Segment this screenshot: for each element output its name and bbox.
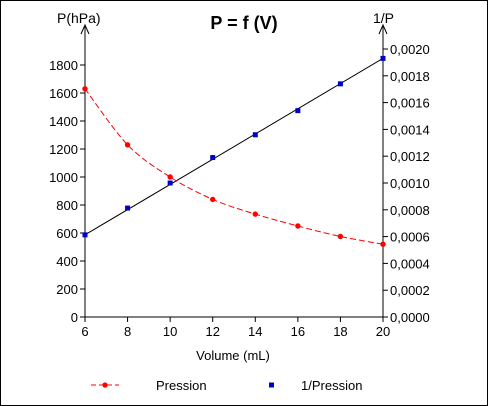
x-tick-label: 20 xyxy=(376,324,390,339)
pression-point xyxy=(337,233,344,240)
pression-point xyxy=(210,196,216,203)
x-tick-label: 10 xyxy=(163,324,177,339)
inverse-pression-point xyxy=(337,81,343,87)
axes-layer xyxy=(80,23,388,318)
y-right-tick-label: 0,0004 xyxy=(390,256,430,271)
y-right-tick-label: 0,0014 xyxy=(390,122,430,137)
pression-curve xyxy=(84,88,384,245)
inverse-pression-fit-line xyxy=(84,57,384,236)
y-left-tick-label: 0 xyxy=(71,310,78,325)
y-right-axis-label: 1/P xyxy=(373,10,394,26)
y-left-axis-arrow xyxy=(80,23,90,35)
x-tick-label: 6 xyxy=(81,324,88,339)
y-right-tick-label: 0,0010 xyxy=(390,176,430,191)
y-left-tick-label: 1200 xyxy=(49,142,78,157)
legend: Pression 1/Pression xyxy=(91,378,362,393)
y-right-tick-label: 0,0000 xyxy=(390,310,430,325)
y-right-tick-label: 0,0016 xyxy=(390,96,430,111)
y-left-tick-label: 1000 xyxy=(49,170,78,185)
inverse-pression-point xyxy=(252,132,258,138)
legend-pression-marker xyxy=(102,382,108,388)
inverse-pression-point xyxy=(82,232,88,238)
series-layer xyxy=(82,55,386,247)
y-left-tick-label: 1800 xyxy=(49,58,78,73)
y-left-axis-label: P(hPa) xyxy=(57,10,101,26)
y-right-tick-label: 0,0008 xyxy=(390,203,430,218)
y-right-tick-label: 0,0012 xyxy=(390,149,430,164)
y-left-tick-label: 1600 xyxy=(49,86,78,101)
legend-inverse-pression-marker xyxy=(269,382,274,388)
y-left-tick-label: 800 xyxy=(56,198,78,213)
y-left-tick-label: 200 xyxy=(56,282,78,297)
inverse-pression-point xyxy=(125,205,131,211)
y-right-tick-label: 0,0018 xyxy=(390,69,430,84)
pression-point xyxy=(167,174,173,180)
inverse-pression-point xyxy=(295,108,301,114)
y-left-tick-label: 600 xyxy=(56,226,78,241)
inverse-pression-point xyxy=(210,155,216,161)
y-left-tick-label: 400 xyxy=(56,254,78,269)
x-tick-label: 14 xyxy=(248,324,262,339)
ticks-layer: 6 8 10 12 14 16 18 2002004006008001000120014001… xyxy=(49,42,430,339)
legend-inverse-pression-label: 1/Pression xyxy=(301,378,362,393)
x-tick-label: 8 xyxy=(124,324,131,339)
chart-title: P = f (V) xyxy=(210,13,277,33)
x-tick-label: 12 xyxy=(205,324,219,339)
y-left-tick-label: 1400 xyxy=(49,114,78,129)
legend-pression-label: Pression xyxy=(156,378,207,393)
y-right-tick-label: 0,0002 xyxy=(390,283,430,298)
y-right-tick-label: 0,0006 xyxy=(390,230,430,245)
pression-point xyxy=(252,211,258,217)
y-right-axis-arrow xyxy=(378,23,388,35)
pression-point xyxy=(124,142,131,148)
pression-point xyxy=(295,223,301,229)
x-tick-label: 18 xyxy=(333,324,347,339)
inverse-pression-point xyxy=(167,180,173,186)
x-tick-label: 16 xyxy=(291,324,305,339)
pression-point xyxy=(82,86,88,92)
x-axis-label: Volume (mL) xyxy=(196,348,270,363)
inverse-pression-point xyxy=(380,55,386,61)
pression-point xyxy=(380,241,386,247)
y-right-tick-label: 0,0020 xyxy=(390,42,430,57)
